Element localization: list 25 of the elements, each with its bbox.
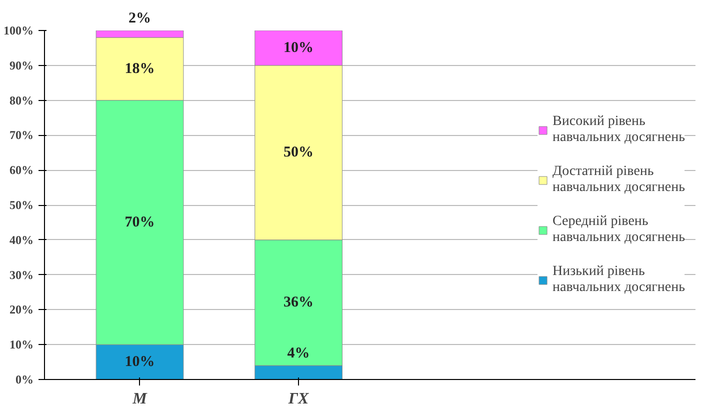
data-label: 10% [284,40,314,56]
y-tick-label: 0% [16,372,34,386]
y-tick-label: 20% [10,302,34,317]
legend-label: Достатній рівень навчальних досягнень [552,164,685,196]
y-tick-label: 90% [10,58,34,72]
data-label: 4% [287,345,310,362]
x-tick-label: М [132,390,148,408]
y-tick-label: 80% [10,93,34,108]
y-tick-label: 30% [10,268,34,282]
legend-label: Низький рівень навчальних досягнень [552,264,685,296]
data-label: 10% [124,354,155,370]
legend-label: Високий рівень навчальних досягнень [552,114,685,146]
data-label: 18% [124,60,155,77]
data-label: 2% [128,10,152,26]
data-label: 70% [124,214,155,230]
data-label: 36% [284,294,314,311]
y-tick-label: 50% [10,198,34,212]
x-tick-label: ГХ [287,390,310,408]
legend-label: Середній рівень навчальних досягнень [552,214,685,246]
y-tick-label: 40% [10,232,34,247]
y-tick-label: 70% [10,128,34,142]
y-tick-label: 100% [4,24,34,38]
data-label: 50% [284,144,314,161]
y-tick-label: 10% [10,338,34,352]
y-tick-label: 60% [10,163,34,178]
